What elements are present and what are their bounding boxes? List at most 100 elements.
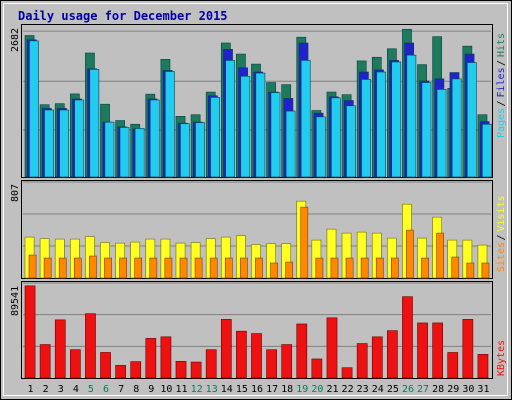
bar-pages-day-22 bbox=[346, 105, 356, 178]
bar-sites-day-31 bbox=[481, 262, 490, 279]
x-tick-label-day-22: 22 bbox=[342, 384, 354, 395]
bar-pages-day-3 bbox=[59, 109, 69, 178]
x-tick-label-day-11: 11 bbox=[175, 384, 187, 395]
bar-kbytes-day-2 bbox=[39, 344, 51, 379]
bar-kbytes-day-23 bbox=[356, 343, 368, 379]
hits-axis-label-separator: / bbox=[496, 60, 507, 66]
x-tick-label-day-13: 13 bbox=[206, 384, 218, 395]
bar-kbytes-day-24 bbox=[371, 336, 383, 379]
x-tick-label-day-21: 21 bbox=[326, 384, 338, 395]
bar-sites-day-2 bbox=[43, 257, 52, 279]
bar-sites-day-1 bbox=[28, 254, 37, 279]
hits-axis-label-separator: / bbox=[496, 100, 507, 106]
bar-kbytes-day-26 bbox=[402, 296, 413, 379]
kbytes-ymax-label: 89541 bbox=[10, 286, 21, 316]
bar-sites-day-17 bbox=[270, 262, 278, 279]
x-tick-label-day-14: 14 bbox=[221, 384, 233, 395]
bar-pages-day-7 bbox=[119, 127, 130, 178]
x-tick-label-day-3: 3 bbox=[58, 384, 64, 395]
chart-title: Daily usage for December 2015 bbox=[18, 9, 228, 23]
bar-sites-day-8 bbox=[134, 257, 143, 279]
bar-sites-day-3 bbox=[58, 257, 67, 279]
x-tick-label-day-9: 9 bbox=[148, 384, 154, 395]
x-tick-label-day-23: 23 bbox=[357, 384, 369, 395]
bar-kbytes-day-18 bbox=[281, 344, 293, 379]
x-tick-label-day-24: 24 bbox=[372, 384, 384, 395]
bar-sites-day-26 bbox=[406, 229, 414, 279]
bar-sites-day-7 bbox=[119, 257, 127, 279]
bar-sites-day-24 bbox=[375, 257, 384, 279]
bar-sites-day-30 bbox=[466, 262, 475, 279]
bar-pages-day-19 bbox=[300, 60, 311, 178]
x-tick-label-day-25: 25 bbox=[387, 384, 399, 395]
bar-pages-day-29 bbox=[451, 78, 462, 178]
bar-sites-day-6 bbox=[104, 257, 112, 279]
bar-kbytes-day-7 bbox=[115, 365, 126, 379]
bar-sites-day-13 bbox=[209, 257, 218, 279]
x-tick-label-day-26: 26 bbox=[402, 384, 414, 395]
bar-kbytes-day-29 bbox=[447, 352, 459, 379]
bar-kbytes-day-10 bbox=[160, 336, 172, 379]
bar-kbytes-day-9 bbox=[145, 338, 157, 379]
x-tick-label-day-10: 10 bbox=[160, 384, 172, 395]
bar-kbytes-day-27 bbox=[417, 322, 428, 379]
bar-pages-day-24 bbox=[376, 71, 387, 178]
x-tick-label-day-17: 17 bbox=[266, 384, 278, 395]
x-axis-labels: 1 2 3 4 5 6 7 8 9 10 11 12 13 14 15 16 17 18 19 20 21 22 23 24 2… bbox=[28, 384, 490, 395]
x-tick-label-day-4: 4 bbox=[73, 384, 79, 395]
hits-ymax-label: 2682 bbox=[10, 28, 21, 52]
x-tick-label-day-12: 12 bbox=[191, 384, 203, 395]
x-tick-label-day-29: 29 bbox=[447, 384, 459, 395]
bar-kbytes-day-13 bbox=[205, 349, 217, 379]
bar-pages-day-28 bbox=[436, 89, 447, 178]
x-tick-label-day-1: 1 bbox=[28, 384, 34, 395]
bar-pages-day-1 bbox=[29, 40, 39, 178]
bar-sites-day-18 bbox=[285, 261, 294, 279]
bar-kbytes-day-20 bbox=[311, 358, 323, 379]
visits-ymax-label: 807 bbox=[10, 184, 21, 202]
bar-sites-day-19 bbox=[300, 206, 309, 279]
bar-sites-day-25 bbox=[391, 257, 399, 279]
bar-kbytes-day-6 bbox=[100, 352, 111, 379]
x-tick-label-day-5: 5 bbox=[88, 384, 94, 395]
visits-axis-label-separator: / bbox=[496, 234, 507, 240]
bar-kbytes-day-16 bbox=[251, 333, 262, 379]
bar-kbytes-day-22 bbox=[341, 367, 353, 379]
bar-pages-day-16 bbox=[255, 72, 266, 178]
bar-pages-day-18 bbox=[285, 110, 296, 178]
bar-kbytes-day-21 bbox=[326, 317, 338, 379]
x-tick-label-day-8: 8 bbox=[133, 384, 139, 395]
bar-pages-day-6 bbox=[104, 121, 115, 178]
bar-pages-day-20 bbox=[315, 116, 326, 178]
bar-pages-day-10 bbox=[164, 71, 175, 178]
bar-pages-day-17 bbox=[270, 92, 281, 178]
x-tick-label-day-28: 28 bbox=[432, 384, 444, 395]
bar-sites-day-5 bbox=[89, 255, 97, 279]
bar-pages-day-13 bbox=[210, 97, 220, 178]
x-tick-label-day-27: 27 bbox=[417, 384, 429, 395]
bar-pages-day-14 bbox=[225, 60, 236, 178]
bar-sites-day-27 bbox=[421, 257, 429, 279]
visits-axis-label-visits: Visits bbox=[496, 195, 507, 231]
x-tick-label-day-20: 20 bbox=[311, 384, 323, 395]
bar-kbytes-day-25 bbox=[387, 330, 398, 379]
bar-pages-day-9 bbox=[149, 99, 160, 178]
x-tick-label-day-18: 18 bbox=[281, 384, 293, 395]
bar-kbytes-day-3 bbox=[54, 319, 66, 379]
bar-sites-day-23 bbox=[360, 257, 369, 279]
x-tick-label-day-2: 2 bbox=[43, 384, 49, 395]
bar-pages-day-26 bbox=[406, 54, 417, 178]
bar-kbytes-day-4 bbox=[69, 349, 81, 379]
x-tick-label-day-19: 19 bbox=[296, 384, 308, 395]
bar-kbytes-day-1 bbox=[24, 285, 36, 379]
bar-sites-day-12 bbox=[194, 257, 203, 279]
bar-pages-day-31 bbox=[482, 123, 492, 178]
bar-sites-day-20 bbox=[315, 257, 324, 279]
hits-axis-label-hits: Hits bbox=[496, 33, 507, 57]
bar-pages-day-30 bbox=[466, 62, 477, 178]
bar-kbytes-day-28 bbox=[432, 322, 444, 379]
bar-kbytes-day-14 bbox=[220, 319, 232, 379]
bar-pages-day-8 bbox=[134, 128, 145, 178]
